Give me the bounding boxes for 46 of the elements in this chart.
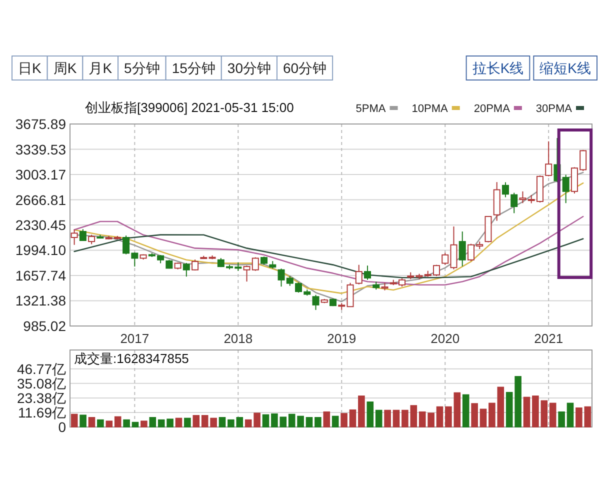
candlestick — [458, 230, 466, 267]
candlestick — [88, 234, 96, 245]
y-tick-label: 0 — [58, 419, 66, 435]
candlestick — [364, 265, 372, 280]
candlestick — [502, 182, 509, 198]
candlestick — [286, 276, 294, 286]
legend-label: 20PMA — [474, 103, 511, 115]
chart-title: 成交量:1628347855 — [74, 351, 189, 366]
y-tick-label: 11.69亿 — [18, 404, 66, 420]
y-tick-label: 1994.10 — [15, 242, 66, 258]
y-tick-label: 23.38亿 — [16, 390, 66, 406]
chart-title: 创业板指[399006] 2021-05-31 15:00 — [85, 100, 294, 115]
y-tick-label: 3003.17 — [15, 166, 66, 182]
candlestick — [355, 264, 362, 285]
x-tick-label: 2018 — [224, 331, 253, 346]
candlestick — [312, 294, 320, 310]
candlestick — [79, 228, 86, 242]
y-tick-label: 3339.53 — [15, 141, 66, 158]
x-tick-label: 2019 — [327, 331, 356, 346]
legend-label: 5PMA — [356, 103, 386, 115]
candlestick — [442, 252, 449, 266]
x-tick-label: 2020 — [430, 331, 460, 346]
y-tick-label: 46.77亿 — [16, 360, 66, 377]
legend-label: 30PMA — [536, 103, 573, 115]
tabs: 日K 周K 月K 5分钟 15分钟 30分钟 60分钟 拉长K线 缩短K线 — [12, 56, 598, 80]
legend-label: 10PMA — [412, 103, 448, 115]
candlestick — [510, 192, 518, 214]
y-tick-label: 985.02 — [23, 318, 66, 334]
candlestick — [562, 174, 570, 204]
candlestick — [519, 190, 526, 204]
candlestick — [243, 265, 250, 282]
candlestick — [450, 226, 458, 270]
x-tick-label: 2021 — [534, 331, 564, 346]
candlestick — [545, 140, 552, 177]
y-tick-label: 1657.74 — [15, 268, 66, 284]
x-tick-label: 2017 — [120, 331, 150, 346]
y-tick-label: 3675.89 — [15, 116, 66, 132]
y-tick-label: 2330.45 — [15, 217, 66, 233]
candlestick — [131, 252, 138, 268]
y-tick-label: 35.08亿 — [16, 375, 66, 392]
candlestick — [278, 268, 285, 288]
y-tick-label: 1321.38 — [15, 292, 66, 309]
candlestick — [192, 259, 199, 271]
candlestick — [70, 229, 78, 246]
y-tick-label: 2666.81 — [15, 192, 66, 208]
candlestick — [182, 262, 190, 278]
